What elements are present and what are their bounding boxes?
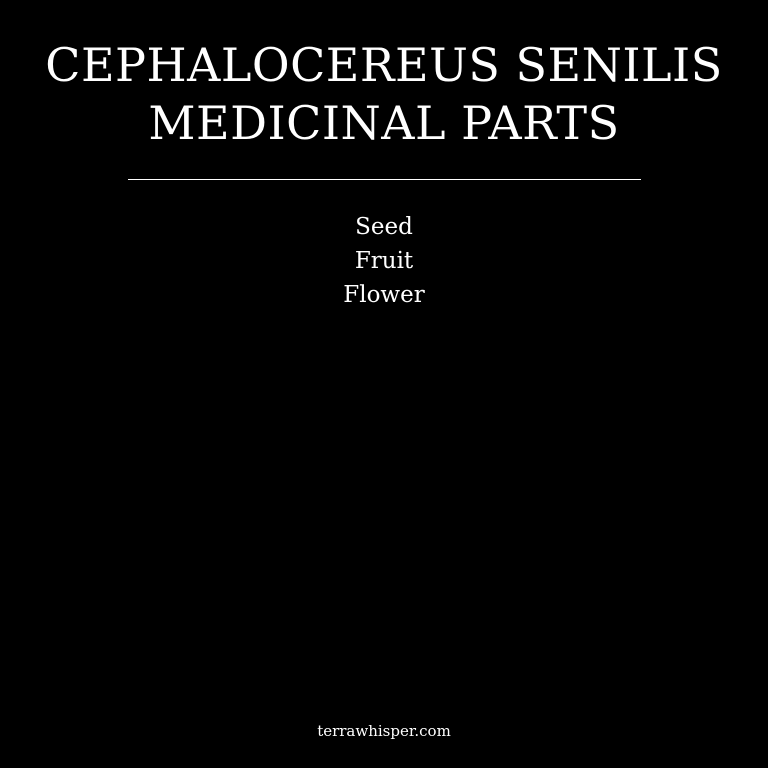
title-line-2: MEDICINAL PARTS <box>148 96 620 150</box>
medicinal-parts-list: Seed Fruit Flower <box>0 210 768 312</box>
list-item: Seed <box>355 214 413 240</box>
list-item: Fruit <box>354 248 414 274</box>
list-item: Flower <box>343 282 425 308</box>
footer-site-link[interactable]: terrawhisper.com <box>317 722 451 740</box>
title-line-1: CEPHALOCEREUS SENILIS <box>45 38 723 92</box>
title-divider <box>128 179 641 180</box>
page-title: CEPHALOCEREUS SENILIS MEDICINAL PARTS <box>0 36 768 152</box>
